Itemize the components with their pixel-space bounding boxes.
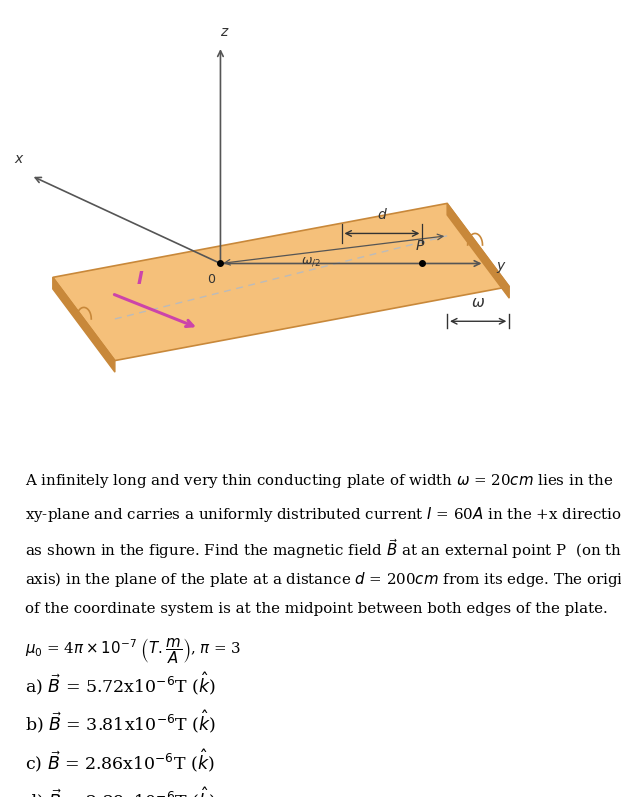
Text: P: P — [416, 238, 424, 253]
Text: A infinitely long and very thin conducting plate of width $\omega$ = 20$cm$ lies: A infinitely long and very thin conducti… — [25, 473, 614, 490]
Text: d: d — [378, 208, 386, 222]
Text: y: y — [497, 259, 505, 273]
Polygon shape — [53, 203, 509, 360]
Polygon shape — [447, 203, 509, 298]
Text: xy-plane and carries a uniformly distributed current $I$ = 60$A$ in the +x direc: xy-plane and carries a uniformly distrib… — [25, 505, 621, 524]
Text: x: x — [14, 152, 23, 167]
Text: of the coordinate system is at the midpoint between both edges of the plate.: of the coordinate system is at the midpo… — [25, 603, 607, 616]
Text: z: z — [220, 26, 227, 39]
Text: $\mu_0$ = 4$\pi\times10^{-7}$ $\left(T.\dfrac{m}{A}\right)$, $\pi$ = 3: $\mu_0$ = 4$\pi\times10^{-7}$ $\left(T.\… — [25, 636, 241, 666]
Text: $\omega$: $\omega$ — [471, 295, 485, 310]
Text: d) $\vec{B}$ = 2.29x10$^{-6}$T ($\hat{k}$): d) $\vec{B}$ = 2.29x10$^{-6}$T ($\hat{k}… — [25, 785, 215, 797]
Text: b) $\vec{B}$ = 3.81x10$^{-6}$T ($\hat{k}$): b) $\vec{B}$ = 3.81x10$^{-6}$T ($\hat{k}… — [25, 709, 215, 735]
Text: a) $\vec{B}$ = 5.72x10$^{-6}$T ($\hat{k}$): a) $\vec{B}$ = 5.72x10$^{-6}$T ($\hat{k}… — [25, 669, 215, 697]
Polygon shape — [53, 277, 115, 372]
Text: I: I — [137, 270, 143, 289]
Text: as shown in the figure. Find the magnetic field $\vec{B}$ at an external point P: as shown in the figure. Find the magneti… — [25, 537, 621, 561]
Text: c) $\vec{B}$ = 2.86x10$^{-6}$T ($\hat{k}$): c) $\vec{B}$ = 2.86x10$^{-6}$T ($\hat{k}… — [25, 747, 214, 774]
Text: $\omega_{/2}$: $\omega_{/2}$ — [301, 255, 320, 268]
Text: axis) in the plane of the plate at a distance $d$ = 200$cm$ from its edge. The o: axis) in the plane of the plate at a dis… — [25, 570, 621, 589]
Text: 0: 0 — [207, 273, 215, 286]
